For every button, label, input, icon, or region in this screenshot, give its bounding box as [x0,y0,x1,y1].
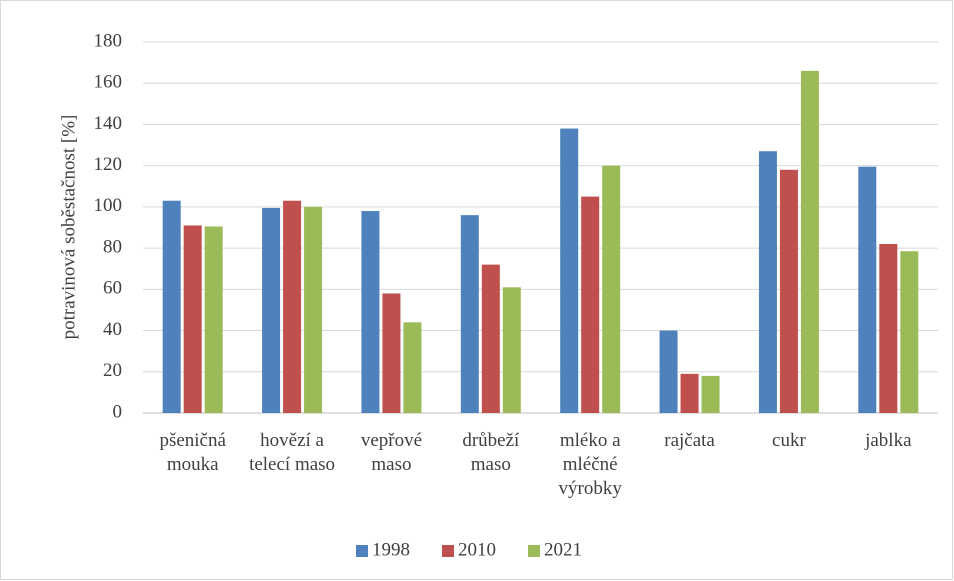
y-tick-label: 20 [103,360,122,381]
bar [403,322,422,413]
bar [304,206,323,413]
bar [560,128,579,414]
legend-swatch [442,545,454,557]
legend-label: 2010 [458,539,496,560]
y-tick-label: 60 [103,278,122,299]
bar [680,373,699,413]
x-tick-label: jablka [865,430,912,451]
bar [262,207,281,413]
x-tick-label: rajčata [664,430,715,451]
bar [879,243,898,413]
y-tick-label: 0 [113,401,123,422]
y-tick-label: 120 [94,154,123,175]
legend-swatch [528,545,540,557]
bar [701,375,720,413]
y-tick-label: 100 [94,195,123,216]
bar [900,251,919,413]
bar [502,287,521,413]
bar [779,169,798,413]
bar [659,330,678,413]
bar [758,151,777,413]
y-tick-label: 180 [94,30,123,51]
legend-swatch [356,545,368,557]
bar [858,166,877,413]
bar [581,196,600,413]
bar [481,264,500,413]
bar [602,165,621,413]
y-tick-label: 80 [103,236,122,257]
bar [800,70,819,413]
bar [183,225,202,413]
y-tick-label: 40 [103,319,122,340]
bar [162,200,181,413]
bar [283,200,302,413]
bar [361,211,380,413]
x-tick-label: drůbeží maso [462,430,520,475]
y-tick-label: 160 [94,72,123,93]
legend-label: 2021 [544,539,582,560]
bar [382,293,401,413]
y-tick-label: 140 [94,113,123,134]
bar [460,215,479,413]
legend-label: 1998 [372,539,410,560]
x-tick-label: pšeničná mouka [159,430,226,475]
y-axis-title: potravinová soběstačnost [%] [58,115,79,340]
x-tick-label: vepřové maso [360,430,423,475]
x-tick-label: cukr [772,430,806,451]
x-tick-label: mléko a mléčné výrobky [558,430,622,499]
bar [204,226,223,413]
x-tick-label: hovězí a telecí maso [249,430,336,475]
